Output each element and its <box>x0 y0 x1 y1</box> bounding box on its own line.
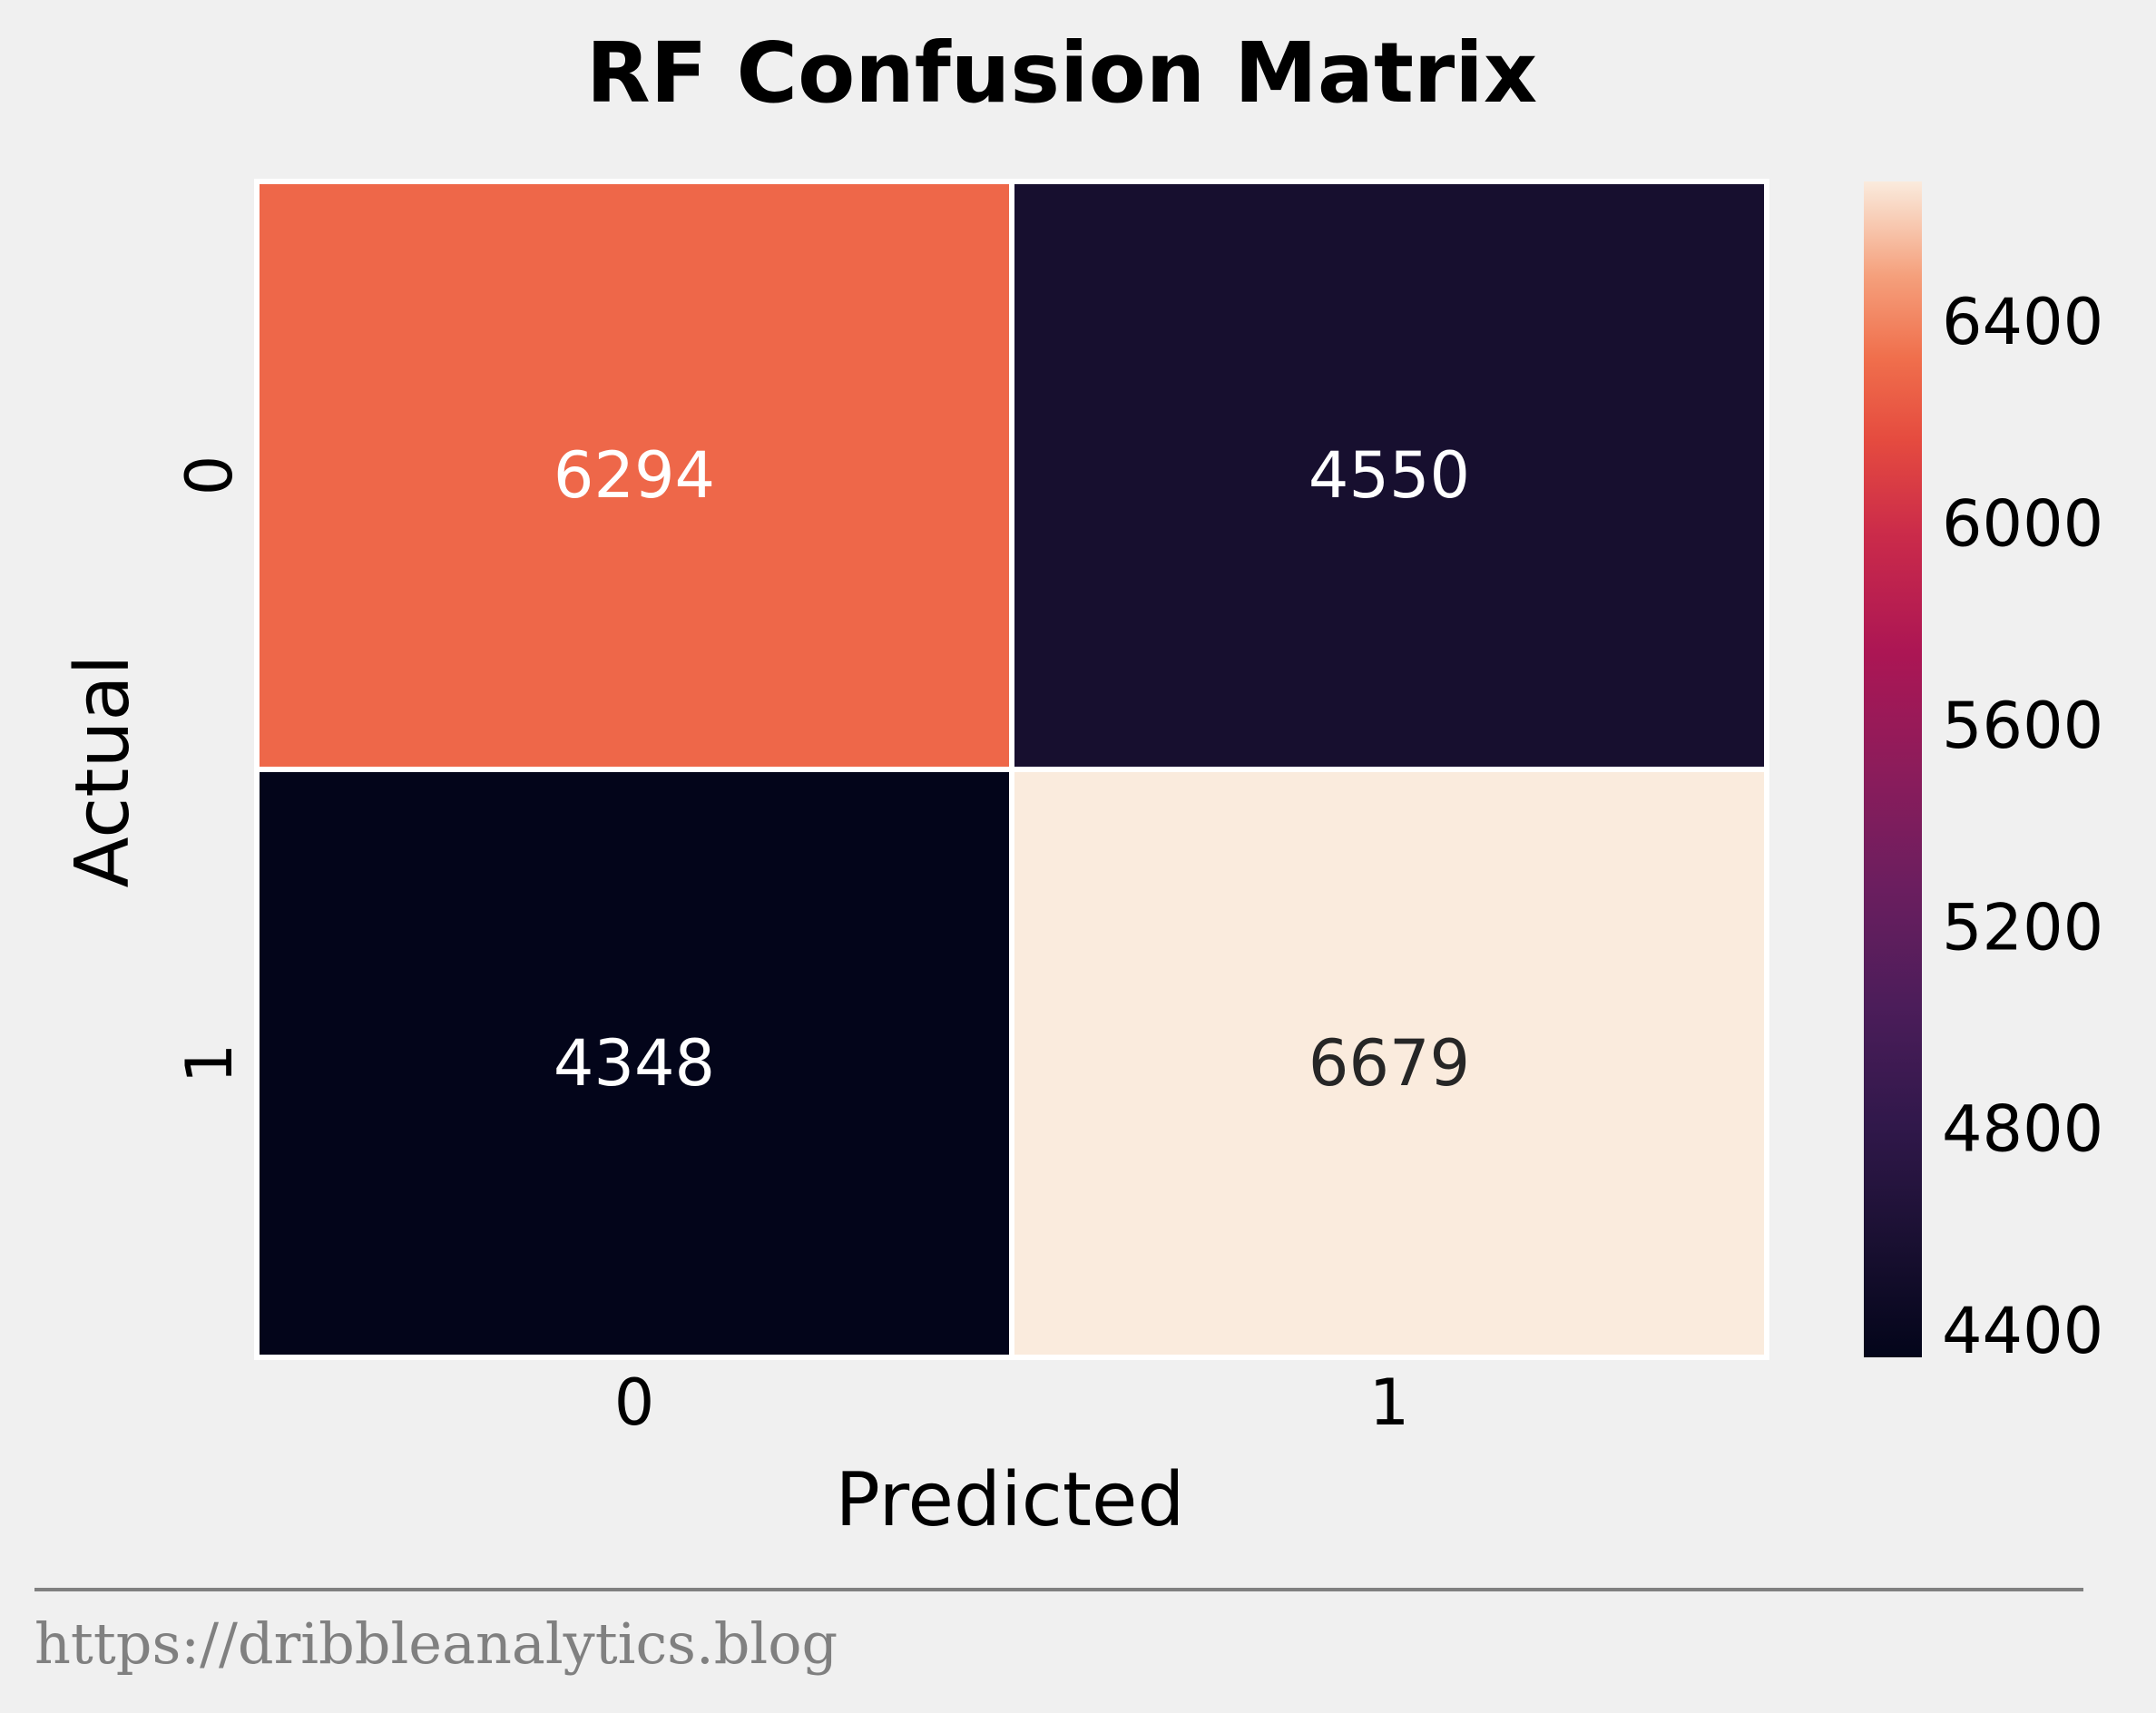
heatmap-cell-0-0 <box>254 179 1014 772</box>
x-tick-label: 1 <box>1369 1366 1410 1440</box>
heatmap-cell-labels: 6294 4550 4348 6679 <box>554 438 1470 1101</box>
colorbar-tick-label: 6400 <box>1942 285 2103 359</box>
heatmap-cell-1-0 <box>254 767 1014 1360</box>
cell-value-1-1: 6679 <box>1308 1026 1470 1101</box>
x-axis-label: Predicted <box>836 1457 1185 1543</box>
colorbar-tick-label: 4800 <box>1942 1092 2103 1167</box>
cell-value-1-0: 4348 <box>554 1026 715 1101</box>
colorbar-tick-label: 5600 <box>1942 689 2103 763</box>
heatmap-cell-0-1 <box>1009 179 1769 772</box>
colorbar <box>1864 181 1922 1357</box>
heatmap-cell-1-1 <box>1009 767 1769 1360</box>
chart-title: RF Confusion Matrix <box>586 24 1537 122</box>
colorbar-tick-label: 6000 <box>1942 487 2103 562</box>
cell-value-0-1: 4550 <box>1308 438 1470 513</box>
colorbar-tick-label: 5200 <box>1942 890 2103 964</box>
x-tick-label: 0 <box>614 1366 655 1440</box>
colorbar-ticks: 4400 4800 5200 5600 6000 6400 <box>1942 285 2103 1368</box>
cell-value-0-0: 6294 <box>554 438 715 513</box>
colorbar-tick-label: 4400 <box>1942 1294 2103 1368</box>
source-credit: https://dribbleanalytics.blog <box>34 1610 838 1677</box>
y-tick-label: 1 <box>172 1043 247 1084</box>
y-axis-label: Actual <box>60 655 146 888</box>
y-axis-ticks: 01 <box>172 455 247 1084</box>
y-tick-label: 0 <box>172 455 247 496</box>
heatmap-cells <box>254 179 1769 1360</box>
